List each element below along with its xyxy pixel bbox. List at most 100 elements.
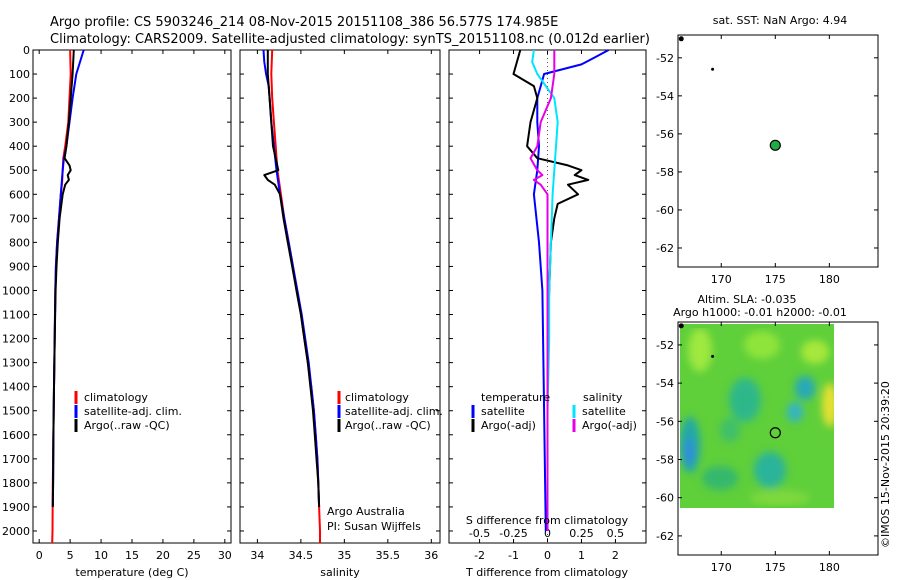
sst-map-title: sat. SST: NaN Argo: 4.94	[713, 14, 847, 27]
legend-label-s-argo: Argo(-adj)	[582, 419, 637, 432]
series-line-argo-raw-qc-	[263, 50, 321, 507]
temperature-plot-frame	[32, 49, 232, 544]
x-tick-label: 2	[612, 549, 619, 562]
depth-tick-label: 1700	[2, 453, 30, 466]
map-x-tick-label: 170	[711, 273, 732, 286]
salinity-plot-frame	[239, 49, 441, 544]
depth-tick-label: 400	[9, 140, 30, 153]
x-tick-label: 34.5	[289, 549, 314, 562]
map-y-tick-label: -52	[656, 52, 674, 65]
depth-tick-label: 700	[9, 212, 30, 225]
map-y-tick-label: -56	[656, 415, 674, 428]
t-difference-label: T difference from climatology	[465, 566, 628, 579]
map-y-tick-label: -62	[656, 530, 674, 543]
map-y-tick-label: -62	[656, 242, 674, 255]
altimetry-map-panel: Altim. SLA: -0.035 Argo h1000: -0.01 h20…	[656, 293, 879, 574]
s-diff-tick-label: 0	[544, 527, 551, 540]
temperature-legend: climatology satellite-adj. clim. Argo(..…	[74, 391, 182, 432]
map-y-tick-label: -60	[656, 204, 674, 217]
annotation-pi: PI: Susan Wijffels	[327, 520, 421, 533]
legend-label-argo: Argo(..raw -QC)	[345, 419, 431, 432]
map-y-tick-label: -52	[656, 339, 674, 352]
sla-features	[680, 328, 834, 506]
depth-tick-label: 900	[9, 260, 30, 273]
legend-header-temperature: temperature	[481, 391, 550, 404]
x-tick-label: 34	[250, 549, 264, 562]
legend-label-satellite: satellite-adj. clim.	[345, 405, 443, 418]
map-y-tick-label: -60	[656, 492, 674, 505]
sla-map-subtitle: Argo h1000: -0.01 h2000: -0.01	[673, 306, 847, 319]
legend-label-argo: Argo(..raw -QC)	[84, 419, 170, 432]
x-tick-label: 5	[67, 549, 74, 562]
legend-label-climatology: climatology	[345, 391, 409, 404]
depth-tick-label: 500	[9, 164, 30, 177]
legend-label-t-argo: Argo(-adj)	[481, 419, 536, 432]
map-y-tick-label: -54	[656, 90, 674, 103]
depth-tick-label: 1800	[2, 477, 30, 490]
sla-heatmap	[680, 324, 834, 508]
x-tick-label: 0	[36, 549, 43, 562]
depth-tick-label: 0	[23, 44, 30, 57]
track-point-marker	[678, 323, 684, 329]
map-x-tick-label: 175	[765, 273, 786, 286]
map-x-tick-label: 180	[819, 273, 840, 286]
map-x-tick-label: 170	[711, 561, 732, 574]
x-tick-label: 25	[187, 549, 201, 562]
depth-tick-label: 1900	[2, 501, 30, 514]
depth-tick-label: 300	[9, 116, 30, 129]
legend-label-satellite: satellite-adj. clim.	[84, 405, 182, 418]
series-line-salinity-satellite	[531, 49, 559, 531]
depth-tick-label: 800	[9, 236, 30, 249]
position-map-frame	[677, 34, 879, 268]
temperature-x-label: temperature (deg C)	[75, 566, 188, 579]
legend-label-t-satellite: satellite	[481, 405, 525, 418]
x-tick-label: 36	[424, 549, 438, 562]
sla-map-title: Altim. SLA: -0.035	[697, 293, 796, 306]
track-point-marker	[711, 354, 715, 358]
map-x-tick-label: 175	[765, 561, 786, 574]
depth-tick-label: 200	[9, 92, 30, 105]
legend-label-s-satellite: satellite	[582, 405, 626, 418]
x-tick-label: 15	[125, 549, 139, 562]
track-point-marker	[711, 67, 715, 71]
x-tick-label: 35	[337, 549, 351, 562]
s-diff-tick-label: 0.25	[569, 527, 594, 540]
depth-tick-label: 600	[9, 188, 30, 201]
depth-tick-label: 1600	[2, 429, 30, 442]
depth-tick-label: 1000	[2, 284, 30, 297]
depth-tick-label: 1200	[2, 333, 30, 346]
s-difference-label: S difference from climatology	[466, 514, 629, 527]
map-y-tick-label: -58	[656, 454, 674, 467]
legend-label-climatology: climatology	[84, 391, 148, 404]
x-tick-label: 1	[578, 549, 585, 562]
depth-tick-label: 1400	[2, 381, 30, 394]
x-tick-label: 0	[544, 549, 551, 562]
difference-panel: -2 -1 0 1 2 -0.5 -0.25 0 0.25 0.5 S difference f…	[448, 49, 647, 579]
map-y-tick-label: -54	[656, 377, 674, 390]
depth-tick-label: 1100	[2, 309, 30, 322]
depth-tick-label: 1300	[2, 357, 30, 370]
s-diff-tick-label: -0.25	[499, 527, 527, 540]
temperature-panel: 0100200300400500600700800900100011001200…	[2, 44, 232, 579]
profile-location-marker	[769, 139, 781, 151]
header-title-line2: Climatology: CARS2009. Satellite-adjuste…	[50, 32, 650, 47]
series-line-salinity-argo-adj-	[529, 50, 556, 531]
annotation-institution: Argo Australia	[327, 505, 405, 518]
x-tick-label: 30	[218, 549, 232, 562]
difference-legend: temperature salinity satellite Argo(-adj…	[471, 391, 637, 432]
x-tick-label: -1	[508, 549, 519, 562]
map-y-tick-label: -56	[656, 128, 674, 141]
map-x-tick-label: 180	[819, 561, 840, 574]
x-tick-label: 20	[156, 549, 170, 562]
salinity-panel: 34 34.5 35 35.5 36 salinity climatology sate…	[239, 49, 443, 579]
s-diff-tick-label: 0.5	[607, 527, 625, 540]
depth-tick-label: 100	[9, 68, 30, 81]
legend-header-salinity: salinity	[583, 391, 623, 404]
imos-timestamp: ©IMOS 15-Nov-2015 20:39:20	[879, 381, 892, 548]
series-line-argo-raw-qc-	[51, 49, 75, 507]
track-point-marker	[678, 36, 684, 42]
header-title-line1: Argo profile: CS 5903246_214 08-Nov-2015…	[50, 15, 558, 30]
profile-location-marker	[769, 427, 781, 439]
map-y-tick-label: -58	[656, 166, 674, 179]
